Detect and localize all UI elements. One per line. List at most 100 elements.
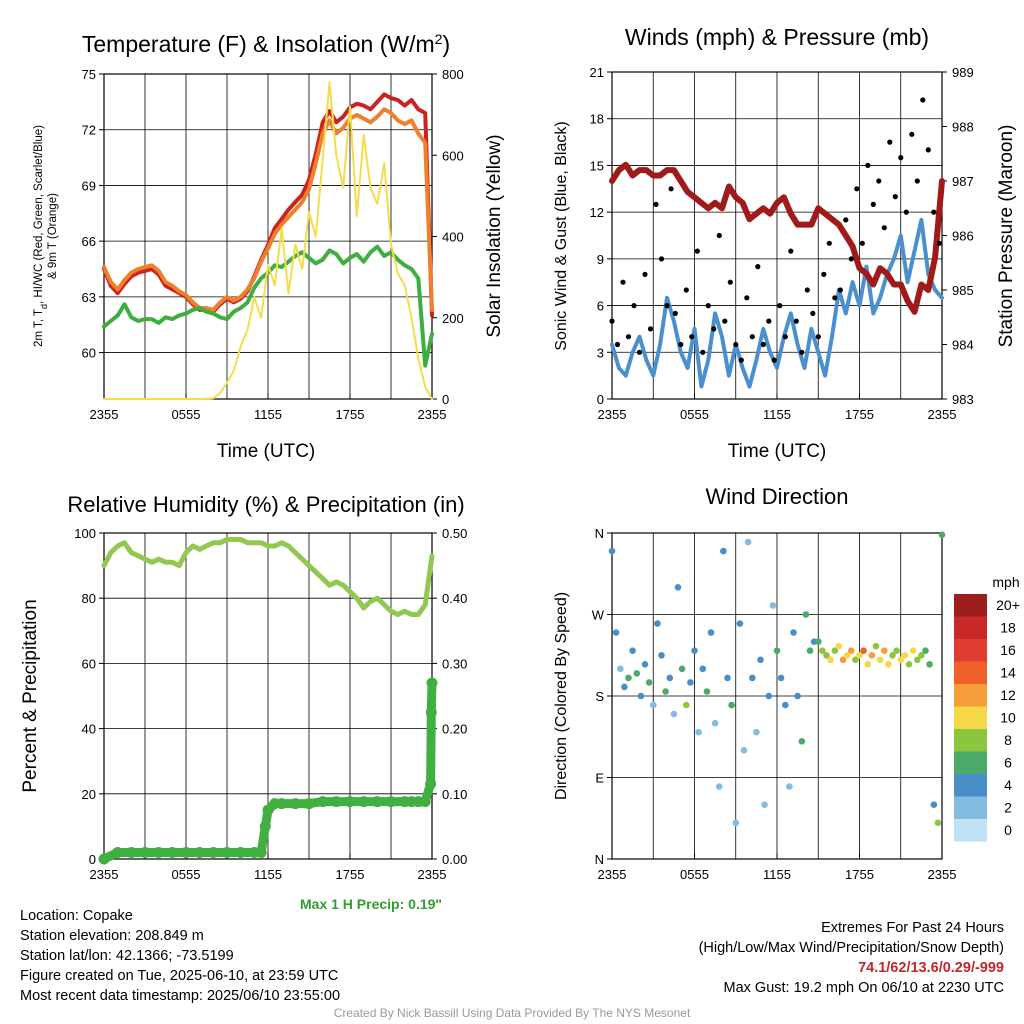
temp-panel-y2tick-label: 200 — [442, 311, 464, 326]
colorbar-label: 12 — [1000, 687, 1016, 703]
dir-panel-xtick-label: 2355 — [928, 867, 957, 882]
wind-gust-dot — [826, 240, 832, 246]
wind-gust-dot — [658, 256, 665, 262]
temp-panel-y2tick-label: 400 — [442, 230, 464, 245]
direction-dot — [633, 670, 641, 677]
direction-dot — [674, 584, 682, 591]
max-precip-annotation: Max 1 H Precip: 0.19" — [300, 896, 443, 912]
temp-series-9m-t — [102, 107, 434, 312]
direction-dot — [716, 783, 723, 790]
precip-dot — [139, 847, 151, 858]
dir-panel-xtick-label: 2355 — [598, 867, 627, 882]
extremes-subtitle: (High/Low/Max Wind/Precipitation/Snow De… — [698, 940, 1004, 956]
direction-dot — [782, 701, 789, 709]
direction-dot — [645, 679, 653, 686]
direction-dot — [617, 665, 624, 673]
rh-panel-y2tick-label: 0.20 — [442, 722, 467, 737]
rh-panel-ytick-label: 60 — [82, 656, 96, 671]
direction-dot — [786, 783, 793, 790]
temp-xlabel: Time (UTC) — [217, 441, 316, 462]
rh-title: Relative Humidity (%) & Precipitation (i… — [67, 492, 464, 517]
precip-dot — [289, 798, 301, 810]
station-info: Location: Copake Station elevation: 208.… — [20, 906, 340, 1006]
wind-panel-y2tick-label: 984 — [952, 338, 974, 353]
colorbar-swatch — [954, 796, 987, 819]
precip-dot — [344, 796, 356, 808]
temp-panel-y2tick-label: 0 — [442, 392, 449, 407]
wind-gust-dot — [936, 240, 942, 246]
direction-dot — [856, 652, 863, 659]
direction-dot — [683, 701, 690, 709]
temp-ylabel-line2: & 9m T (Orange) — [47, 193, 59, 279]
direction-dot — [860, 647, 867, 654]
dir-panel-ytick-label: N — [595, 526, 604, 541]
direction-dot — [868, 652, 876, 659]
direction-dot — [641, 661, 649, 668]
wind-panel-ytick-label: 18 — [590, 112, 604, 127]
precip-dot — [419, 796, 431, 808]
direction-dot — [749, 674, 756, 682]
wind-gust-dot — [689, 334, 695, 340]
precip-dot — [385, 796, 397, 808]
wind-gust-dot — [859, 240, 865, 246]
temp-panel-ytick-label: 75 — [82, 67, 96, 82]
wind-gust-dot — [892, 194, 898, 200]
created-line: Figure created on Tue, 2025-06-10, at 23… — [20, 968, 339, 984]
wind-gust-dot — [738, 357, 744, 363]
wind-panel-xtick-label: 1755 — [845, 407, 874, 422]
wind-gust-dot — [782, 334, 788, 340]
wind-gust-dot — [876, 178, 882, 184]
temp-panel-ytick-label: 66 — [82, 234, 96, 249]
colorbar-title: mph — [992, 574, 1019, 590]
wind-gust-dot — [620, 279, 626, 285]
direction-dot — [930, 801, 938, 808]
direction-dot — [691, 647, 698, 654]
direction-dot — [934, 819, 942, 827]
direction-dot — [897, 656, 905, 664]
wind-gust-dot — [799, 349, 805, 355]
direction-dot — [678, 665, 686, 673]
direction-dot — [827, 656, 834, 664]
precip-dot — [317, 796, 329, 808]
direction-dot — [658, 652, 665, 659]
colorbar-label: 20+ — [996, 597, 1020, 613]
rh-panel-ytick-label: 100 — [74, 526, 96, 541]
colorbar-swatch — [954, 616, 987, 639]
temp-panel-xtick-label: 2355 — [418, 407, 447, 422]
wind-gust-dot — [865, 162, 871, 168]
colorbar-label: 16 — [1000, 642, 1016, 658]
direction-dot — [612, 629, 620, 636]
wind-panel-xtick-label: 2355 — [598, 407, 627, 422]
wind-panel-y2tick-label: 985 — [952, 283, 974, 298]
colorbar-label: 10 — [1000, 710, 1016, 726]
temp-panel-y2tick-label: 600 — [442, 148, 464, 163]
dir-panel-ytick-label: S — [595, 689, 604, 704]
direction-dot — [806, 647, 814, 654]
dir-title: Wind Direction — [705, 484, 848, 509]
wind-gust-dot — [744, 295, 750, 301]
precip-dot — [255, 847, 267, 858]
wind-gust-dot — [678, 341, 684, 348]
rh-panel-ytick-label: 0 — [89, 852, 96, 867]
precip-dot — [259, 820, 271, 832]
wind-gust-dot — [700, 349, 706, 355]
wind-panel-xtick-label: 2355 — [928, 407, 957, 422]
wind-gust-dot — [854, 186, 860, 192]
precip-dot — [194, 847, 206, 858]
direction-dot — [823, 652, 830, 659]
temp-ylabel-line1: 2m T, Td, HI/WC (Red, Green, Scarlet/Blu… — [33, 125, 49, 347]
rh-panel-y2tick-label: 0.10 — [442, 787, 467, 802]
direction-dot — [608, 547, 616, 555]
wind-panel-y2tick-label: 988 — [952, 120, 974, 135]
direction-dot — [905, 661, 913, 668]
rh-panel-y2tick-label: 0.40 — [442, 591, 467, 606]
wind-gust-dot — [727, 279, 733, 285]
colorbar-label: 14 — [1000, 665, 1016, 681]
temp-ylabel-right: Solar Insolation (Yellow) — [484, 134, 505, 337]
temp-panel-xtick-label: 2355 — [90, 407, 119, 422]
direction-dot — [918, 652, 925, 659]
direction-dot — [740, 747, 748, 754]
wind-panel-y2tick-label: 983 — [952, 392, 974, 407]
wind-gust-dot — [793, 318, 799, 324]
